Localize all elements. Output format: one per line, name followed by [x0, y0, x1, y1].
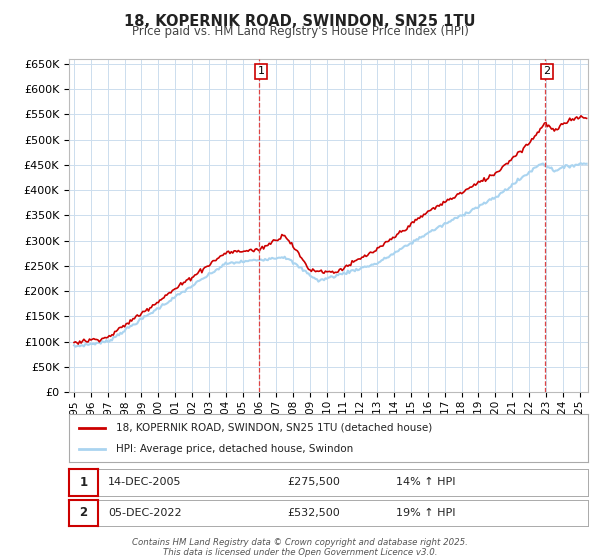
- Text: Contains HM Land Registry data © Crown copyright and database right 2025.
This d: Contains HM Land Registry data © Crown c…: [132, 538, 468, 557]
- Text: £532,500: £532,500: [287, 508, 340, 518]
- Text: £275,500: £275,500: [287, 477, 340, 487]
- Text: 14-DEC-2005: 14-DEC-2005: [108, 477, 181, 487]
- Text: 1: 1: [79, 475, 88, 489]
- Text: 05-DEC-2022: 05-DEC-2022: [108, 508, 182, 518]
- Text: 19% ↑ HPI: 19% ↑ HPI: [396, 508, 455, 518]
- Text: 14% ↑ HPI: 14% ↑ HPI: [396, 477, 455, 487]
- Text: 1: 1: [257, 67, 265, 76]
- Text: 2: 2: [79, 506, 88, 520]
- Text: 18, KOPERNIK ROAD, SWINDON, SN25 1TU (detached house): 18, KOPERNIK ROAD, SWINDON, SN25 1TU (de…: [116, 423, 432, 433]
- Text: 18, KOPERNIK ROAD, SWINDON, SN25 1TU: 18, KOPERNIK ROAD, SWINDON, SN25 1TU: [124, 14, 476, 29]
- Text: Price paid vs. HM Land Registry's House Price Index (HPI): Price paid vs. HM Land Registry's House …: [131, 25, 469, 38]
- Text: 2: 2: [544, 67, 551, 76]
- Text: HPI: Average price, detached house, Swindon: HPI: Average price, detached house, Swin…: [116, 444, 353, 454]
